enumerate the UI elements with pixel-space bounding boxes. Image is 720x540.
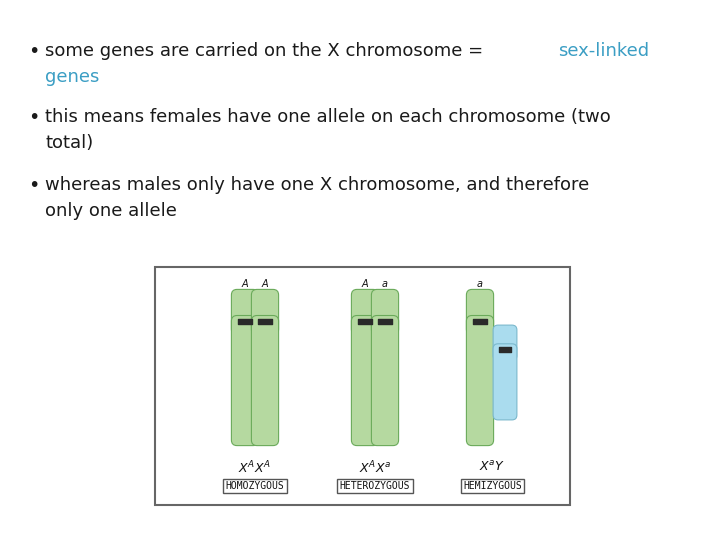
Text: whereas males only have one X chromosome, and therefore: whereas males only have one X chromosome… [45, 176, 589, 194]
Text: A: A [261, 279, 269, 289]
Text: some genes are carried on the X chromosome =: some genes are carried on the X chromoso… [45, 42, 489, 60]
Bar [155, 267, 570, 505]
FancyBboxPatch shape [231, 289, 258, 335]
Text: A: A [361, 279, 369, 289]
FancyBboxPatch shape [467, 315, 494, 445]
FancyBboxPatch shape [372, 315, 399, 445]
FancyBboxPatch shape [351, 289, 379, 335]
FancyBboxPatch shape [467, 289, 494, 335]
FancyBboxPatch shape [351, 315, 379, 445]
Text: HEMIZYGOUS: HEMIZYGOUS [463, 481, 522, 491]
Text: this means females have one allele on each chromosome (two: this means females have one allele on ea… [45, 108, 611, 126]
FancyBboxPatch shape [251, 315, 279, 445]
Text: $X^{A}X^{A}$: $X^{A}X^{A}$ [238, 460, 271, 477]
Text: genes: genes [45, 68, 99, 86]
FancyBboxPatch shape [493, 344, 517, 420]
Text: HETEROZYGOUS: HETEROZYGOUS [340, 481, 410, 491]
FancyBboxPatch shape [493, 325, 517, 361]
Text: only one allele: only one allele [45, 202, 177, 220]
Text: sex-linked: sex-linked [558, 42, 649, 60]
Text: a: a [477, 279, 483, 289]
FancyBboxPatch shape [231, 315, 258, 445]
Text: A: A [242, 279, 248, 289]
Text: •: • [28, 108, 40, 127]
Text: a: a [382, 279, 388, 289]
Text: $X^{A}X^{a}$: $X^{A}X^{a}$ [359, 460, 391, 477]
Text: •: • [28, 176, 40, 195]
Text: total): total) [45, 134, 94, 152]
Text: $X^{a}Y$: $X^{a}Y$ [480, 460, 505, 474]
Text: HOMOZYGOUS: HOMOZYGOUS [225, 481, 284, 491]
Text: •: • [28, 42, 40, 61]
FancyBboxPatch shape [251, 289, 279, 335]
FancyBboxPatch shape [372, 289, 399, 335]
